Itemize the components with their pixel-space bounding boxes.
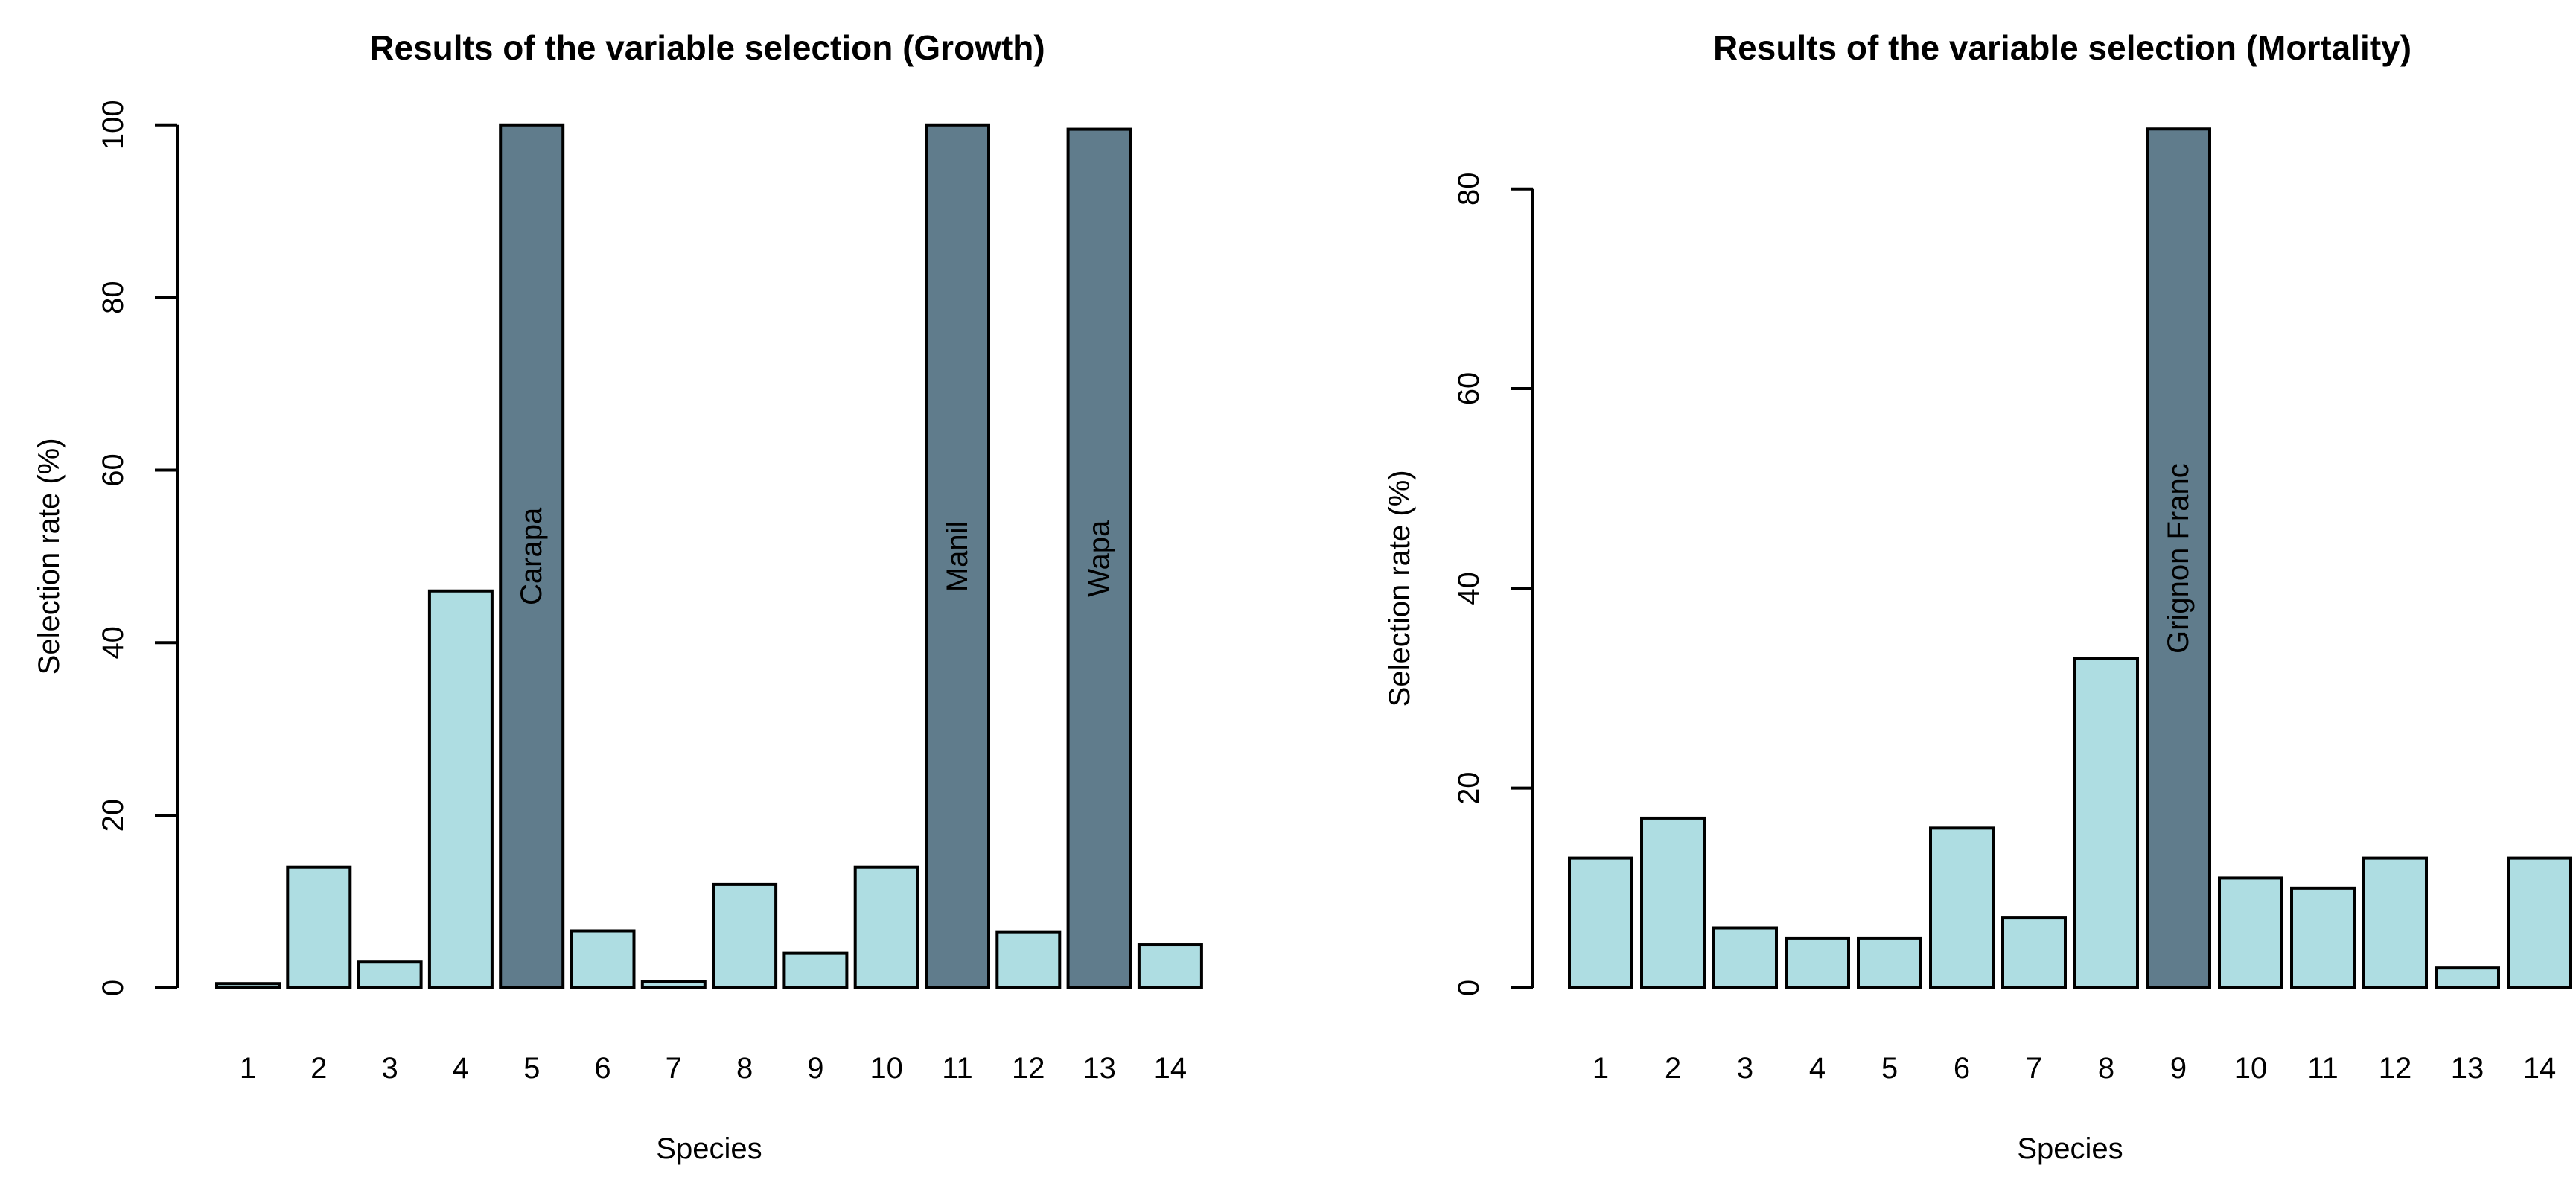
x-axis-title: Species bbox=[2017, 1132, 2123, 1165]
x-tick-label: 14 bbox=[2523, 1052, 2557, 1085]
y-tick-label: 20 bbox=[97, 799, 130, 832]
x-tick-label: 7 bbox=[2026, 1052, 2042, 1085]
x-tick-label: 1 bbox=[1593, 1052, 1609, 1085]
highlighted-bar bbox=[1066, 127, 1132, 989]
y-tick-label: 0 bbox=[1453, 980, 1485, 996]
x-tick-label: 4 bbox=[453, 1052, 469, 1085]
x-tick-label: 13 bbox=[2451, 1052, 2484, 1085]
highlighted-bar bbox=[925, 123, 990, 989]
x-tick-label: 9 bbox=[807, 1052, 823, 1085]
bar bbox=[570, 929, 636, 989]
y-tick-label: 40 bbox=[1453, 572, 1485, 605]
x-tick-label: 13 bbox=[1083, 1052, 1116, 1085]
bar bbox=[2362, 856, 2428, 989]
bar-species-label: Grignon Franc bbox=[2162, 463, 2195, 654]
bar bbox=[286, 865, 352, 989]
bar bbox=[2290, 886, 2356, 989]
x-tick-label: 14 bbox=[1154, 1052, 1187, 1085]
highlighted-bar bbox=[2146, 127, 2211, 989]
mortality-chart-panel: Results of the variable selection (Morta… bbox=[1288, 0, 2576, 1183]
x-tick-label: 5 bbox=[1881, 1052, 1898, 1085]
chart-title: Results of the variable selection (Morta… bbox=[1713, 28, 2411, 67]
y-tick-label: 80 bbox=[1453, 172, 1485, 205]
bar-species-label: Manil bbox=[941, 521, 974, 593]
bar bbox=[427, 589, 494, 989]
bar-species-label: Wapa bbox=[1083, 520, 1116, 597]
bar bbox=[1785, 936, 1850, 990]
bar bbox=[1929, 826, 1995, 989]
x-tick-label: 12 bbox=[2379, 1052, 2412, 1085]
x-tick-label: 3 bbox=[1737, 1052, 1753, 1085]
x-tick-label: 6 bbox=[594, 1052, 610, 1085]
x-tick-label: 7 bbox=[666, 1052, 682, 1085]
x-tick-label: 9 bbox=[2170, 1052, 2187, 1085]
bar bbox=[1640, 816, 1706, 990]
x-tick-label: 10 bbox=[2234, 1052, 2268, 1085]
bar bbox=[2218, 876, 2283, 990]
y-tick-label: 0 bbox=[97, 980, 130, 996]
x-tick-label: 11 bbox=[942, 1052, 973, 1085]
chart-title: Results of the variable selection (Growt… bbox=[369, 28, 1045, 67]
x-tick-label: 12 bbox=[1012, 1052, 1045, 1085]
highlighted-bar bbox=[499, 123, 565, 989]
y-axis-title: Selection rate (%) bbox=[33, 438, 66, 675]
x-tick-label: 8 bbox=[2098, 1052, 2114, 1085]
x-tick-label: 6 bbox=[1954, 1052, 1970, 1085]
bar bbox=[2507, 856, 2572, 989]
bar bbox=[640, 980, 707, 989]
x-tick-label: 2 bbox=[1665, 1052, 1681, 1085]
growth-chart-panel: Results of the variable selection (Growt… bbox=[33, 28, 1203, 1165]
bar bbox=[712, 882, 778, 989]
x-tick-label: 4 bbox=[1809, 1052, 1826, 1085]
y-axis-title: Selection rate (%) bbox=[1383, 470, 1416, 707]
x-tick-label: 2 bbox=[310, 1052, 327, 1085]
y-tick-label: 20 bbox=[1453, 771, 1485, 805]
bar bbox=[1712, 926, 1778, 989]
bar bbox=[995, 930, 1062, 990]
y-tick-label: 80 bbox=[97, 281, 130, 314]
bar bbox=[853, 865, 919, 989]
bar bbox=[2073, 657, 2139, 989]
bar bbox=[1568, 856, 1633, 989]
x-tick-label: 11 bbox=[2307, 1052, 2339, 1085]
mortality-chart: Results of the variable selection (Morta… bbox=[1383, 28, 2572, 1165]
bar bbox=[1137, 943, 1203, 989]
bar bbox=[215, 982, 281, 989]
x-tick-label: 3 bbox=[381, 1052, 398, 1085]
x-tick-label: 5 bbox=[523, 1052, 540, 1085]
bar bbox=[2001, 916, 2067, 989]
y-tick-label: 60 bbox=[1453, 372, 1485, 406]
growth-chart: Results of the variable selection (Growt… bbox=[33, 28, 1203, 1165]
y-tick-label: 100 bbox=[97, 100, 130, 150]
x-tick-label: 8 bbox=[736, 1052, 753, 1085]
bar bbox=[2435, 966, 2500, 990]
y-tick-label: 40 bbox=[97, 626, 130, 660]
bar bbox=[1857, 936, 1922, 990]
bar-species-label: Carapa bbox=[515, 507, 548, 605]
x-axis-title: Species bbox=[656, 1132, 762, 1165]
x-tick-label: 1 bbox=[240, 1052, 256, 1085]
x-tick-label: 10 bbox=[870, 1052, 903, 1085]
bar bbox=[782, 951, 849, 990]
y-tick-label: 60 bbox=[97, 453, 130, 487]
bar bbox=[357, 960, 423, 989]
